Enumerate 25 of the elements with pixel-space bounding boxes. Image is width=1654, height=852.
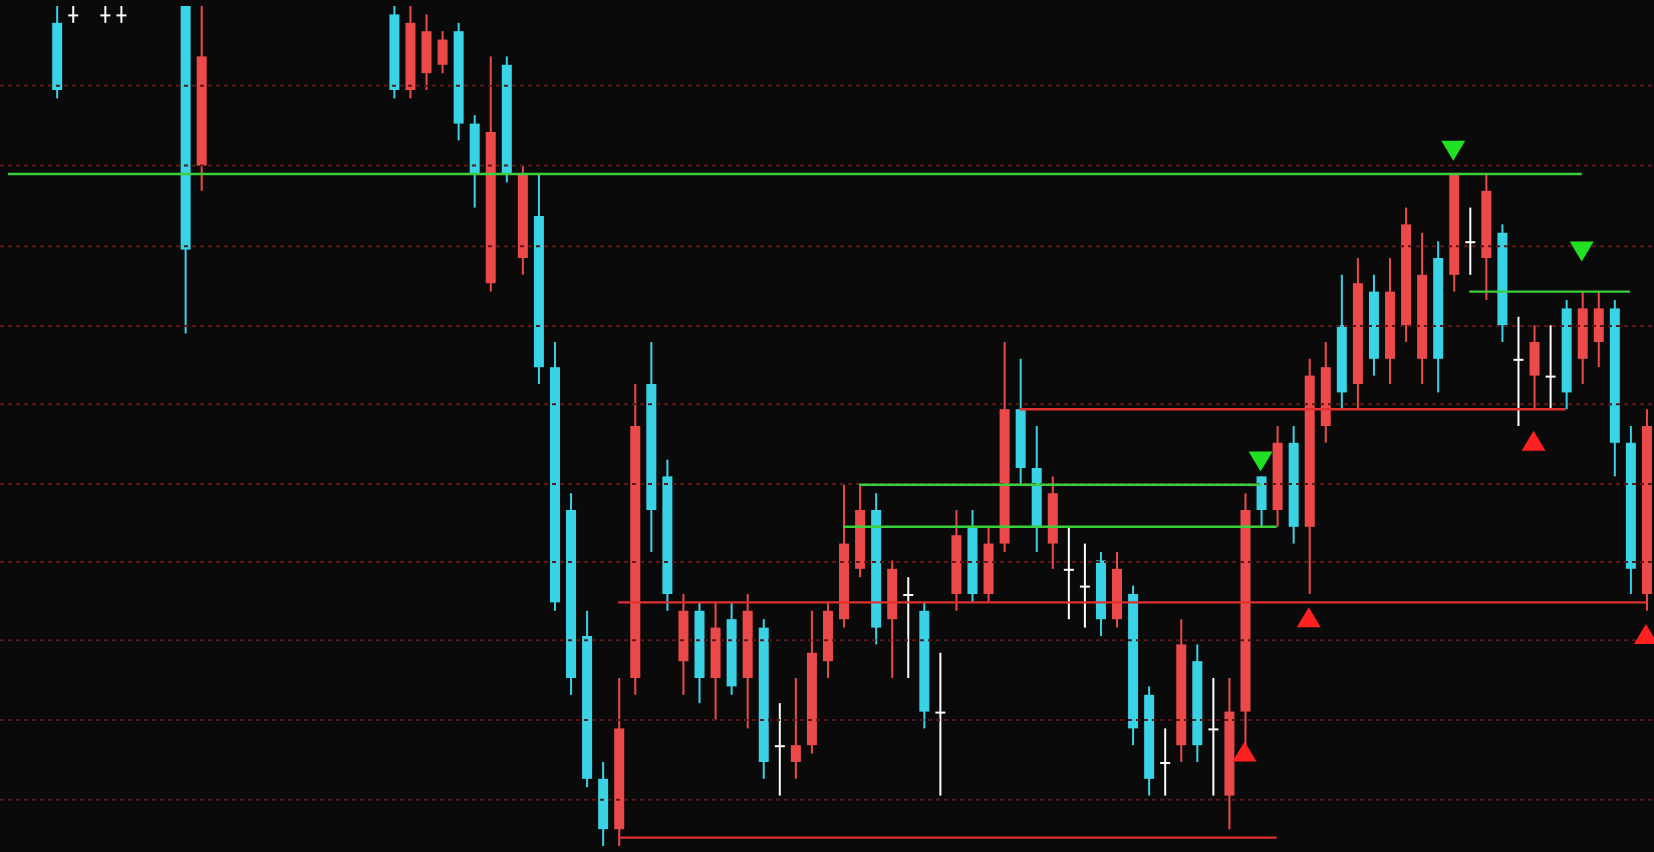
candlestick [116, 6, 127, 24]
candlestick [1545, 324, 1556, 411]
point [1569, 241, 1594, 262]
candlestick [421, 13, 432, 91]
candlestick [100, 6, 111, 24]
candlestick [774, 702, 785, 797]
candlestick [1079, 542, 1090, 629]
candlestick [1465, 206, 1476, 276]
candlestick [1593, 290, 1604, 369]
candlestick [1208, 677, 1219, 797]
candlestick [1529, 324, 1540, 411]
candlestick [1063, 525, 1074, 621]
candlestick [903, 576, 914, 679]
candlestick [68, 6, 79, 24]
candlestick [437, 30, 448, 75]
point [1232, 741, 1257, 762]
candlestick [1513, 315, 1524, 427]
candlestick [1160, 727, 1171, 797]
point [1248, 451, 1273, 472]
candlestick [935, 651, 946, 797]
point [1441, 140, 1466, 161]
point [1296, 607, 1321, 628]
point [1521, 430, 1546, 451]
candlestick [1256, 475, 1267, 528]
candlestick [790, 677, 801, 780]
